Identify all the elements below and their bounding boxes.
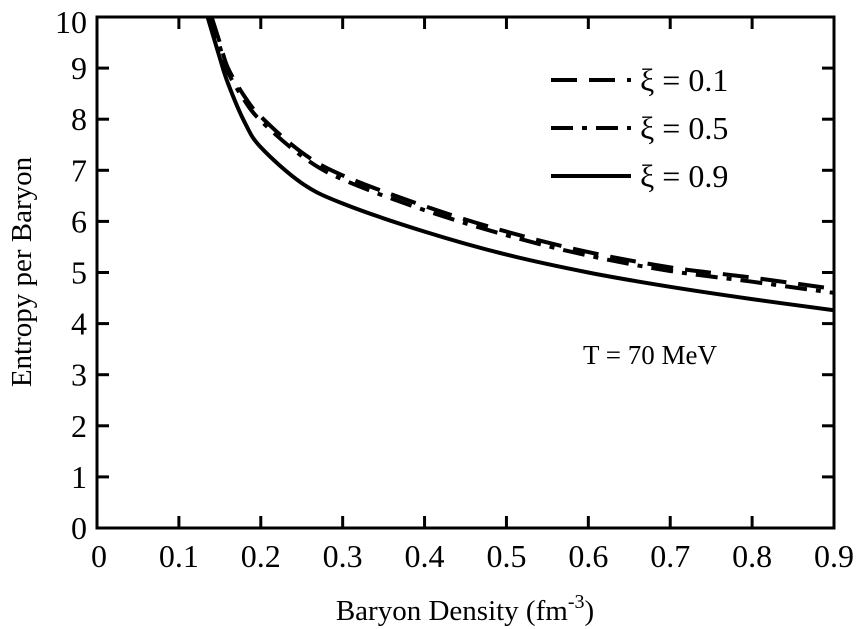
x-tick-label: 0.9 [814, 538, 854, 574]
x-tick-label: 0.4 [405, 538, 445, 574]
y-tick-label: 4 [71, 306, 87, 342]
y-tick-label: 5 [71, 255, 87, 291]
series-line-1 [209, 17, 834, 291]
x-tick-label: 0.5 [486, 538, 526, 574]
y-tick-label: 3 [71, 357, 87, 393]
x-tick-label: 0 [91, 538, 107, 574]
x-tick-label: 0.1 [159, 538, 199, 574]
x-tick-label: 0.7 [650, 538, 690, 574]
legend-label-3: ξ = 0.9 [640, 158, 728, 194]
series-line-3 [205, 17, 834, 313]
series-line-2 [208, 17, 834, 295]
y-tick-label: 6 [71, 203, 87, 239]
y-tick-label: 7 [71, 152, 87, 188]
x-tick-label: 0.2 [241, 538, 281, 574]
x-axis-label-main: Baryon Density (fm [336, 595, 568, 627]
series-layer [205, 17, 834, 313]
y-tick-label: 2 [71, 408, 87, 444]
y-tick-label: 8 [71, 101, 87, 137]
y-axis-label: Entropy per Baryon [6, 156, 38, 387]
legend-label-1: ξ = 0.1 [640, 62, 728, 98]
ticks-layer: 0 0.1 0.2 0.3 0.4 0.5 0.6 0.7 0.8 0.9 0 1 2 3 4 5 6 7 8 9 10 [55, 4, 854, 574]
x-tick-label: 0.8 [732, 538, 772, 574]
legend-label-2: ξ = 0.5 [640, 110, 728, 146]
y-tick-label: 0 [71, 510, 87, 546]
x-tick-label: 0.6 [568, 538, 608, 574]
annotation-text: T = 70 MeV [583, 340, 717, 370]
x-tick-label: 0.3 [323, 538, 363, 574]
x-axis-label: Baryon Density (fm-3) [336, 591, 594, 627]
x-axis-label-tail: ) [584, 595, 594, 627]
legend: ξ = 0.1 ξ = 0.5 ξ = 0.9 [551, 62, 728, 194]
y-tick-label: 9 [71, 50, 87, 86]
y-tick-label: 10 [55, 4, 87, 40]
y-tick-label: 1 [71, 459, 87, 495]
x-axis-label-superscript: -3 [568, 591, 585, 613]
